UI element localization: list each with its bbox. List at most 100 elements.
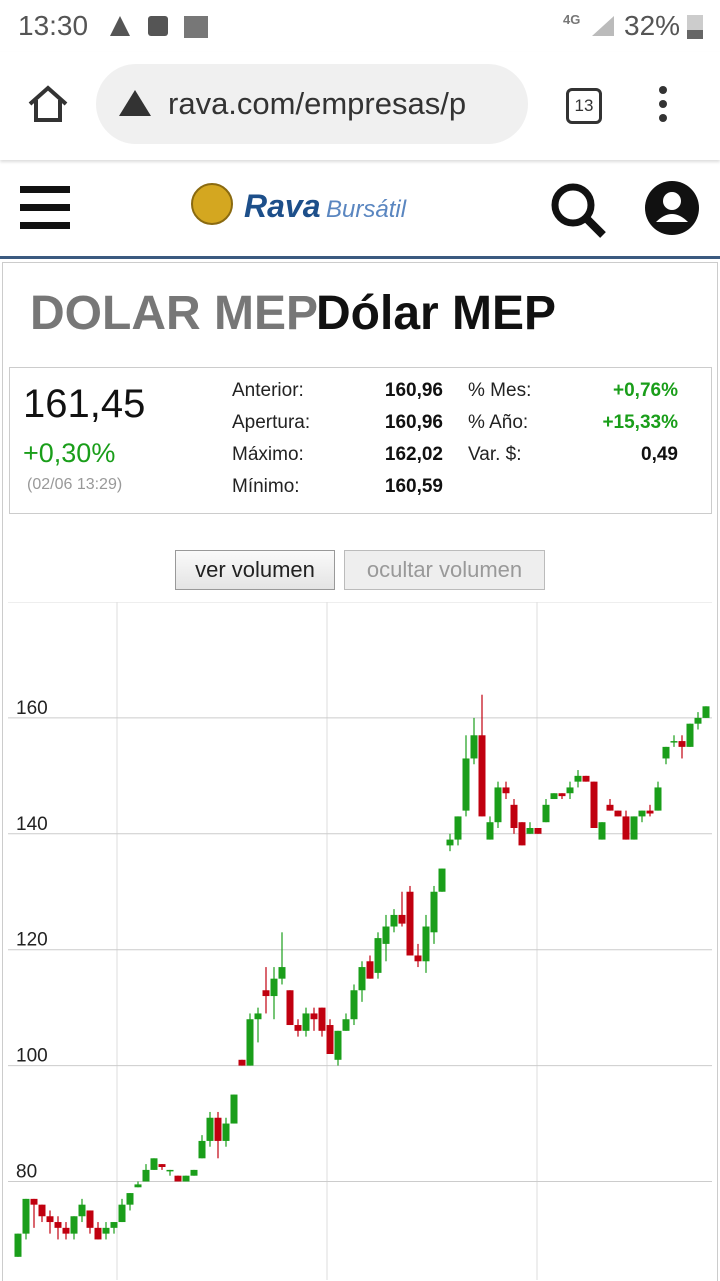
stat-label: % Mes: <box>468 380 532 401</box>
stat-label: Máximo: <box>232 444 304 465</box>
show-volume-button[interactable]: ver volumen <box>175 550 335 590</box>
candle-body <box>278 967 286 979</box>
candle-body <box>230 1094 238 1124</box>
candle-body <box>390 914 398 927</box>
candle-body <box>158 1164 166 1167</box>
candle-body <box>294 1025 302 1031</box>
menu-button[interactable] <box>656 86 670 126</box>
candle-body <box>22 1198 30 1234</box>
content <box>2 262 718 1281</box>
candle-body <box>510 804 518 828</box>
stat-value: 160,96 <box>384 380 443 401</box>
candle-body <box>606 804 614 811</box>
hamburger[interactable] <box>20 186 70 230</box>
candle-body <box>318 1007 326 1031</box>
candle-body <box>214 1117 222 1141</box>
timestamp: (02/06 13:29) <box>27 476 123 493</box>
candle-body <box>142 1169 150 1182</box>
candle-body <box>430 891 438 933</box>
symbol: DOLAR MEP <box>30 287 318 340</box>
candle-body <box>486 822 494 840</box>
candle-body <box>694 717 702 724</box>
candle-body <box>14 1233 22 1257</box>
candle-body <box>302 1013 310 1031</box>
candle-body <box>550 793 558 800</box>
signal <box>592 16 614 36</box>
network: 4G <box>563 12 581 27</box>
y-tick-label: 140 <box>16 814 48 835</box>
candle-body <box>206 1117 214 1141</box>
candle-body <box>334 1030 342 1060</box>
logo-coin <box>191 183 233 225</box>
candle-body <box>398 914 406 924</box>
candle-body <box>422 926 430 962</box>
stat-label: Mínimo: <box>232 476 300 497</box>
candle-body <box>662 746 670 759</box>
candle-body <box>614 810 622 817</box>
battery-icon <box>687 15 703 39</box>
candle-body <box>190 1169 198 1176</box>
battery: 32% <box>624 10 681 41</box>
candle-body <box>494 787 502 823</box>
candle-body <box>678 741 686 747</box>
stat-value: 162,02 <box>384 444 443 465</box>
status-icons <box>110 16 208 38</box>
account-button[interactable] <box>644 180 700 236</box>
candle-body <box>350 990 358 1020</box>
candle-body <box>358 967 366 991</box>
candle-body <box>454 816 462 840</box>
candle-body <box>622 816 630 840</box>
candle-body <box>446 839 454 846</box>
tabs-button[interactable]: 13 <box>566 88 602 124</box>
candle-body <box>174 1175 182 1182</box>
candle-body <box>526 828 534 834</box>
candle-body <box>254 1013 262 1020</box>
candle-body <box>654 787 662 811</box>
candle-body <box>46 1216 54 1223</box>
candle-body <box>638 810 646 817</box>
logo-sub: Bursátil <box>326 196 407 223</box>
candle-body <box>102 1227 110 1234</box>
stat-value: 0,49 <box>641 444 678 465</box>
candle-body <box>246 1019 254 1066</box>
candle-body <box>502 787 510 794</box>
candle-body <box>558 793 566 797</box>
candle-body <box>86 1210 94 1228</box>
candle-body <box>646 810 654 814</box>
candle-body <box>270 978 278 997</box>
candle-body <box>182 1175 190 1182</box>
candle-body <box>326 1025 334 1054</box>
candle-body <box>590 781 598 828</box>
home-button[interactable] <box>26 84 70 124</box>
time: 13:30 <box>18 10 89 41</box>
candle-body <box>238 1059 246 1066</box>
candle-body <box>582 775 590 782</box>
candle-body <box>406 891 414 956</box>
hide-volume-button[interactable]: ocultar volumen <box>344 550 545 590</box>
candle-body <box>110 1222 118 1228</box>
candle-body <box>686 723 694 747</box>
change: +0,30% <box>23 438 116 468</box>
candle-body <box>702 706 710 718</box>
candle-body <box>534 828 542 834</box>
price: 161,45 <box>23 382 146 426</box>
y-tick-label: 80 <box>16 1161 37 1182</box>
candle-body <box>30 1198 38 1205</box>
candle-body <box>542 804 550 823</box>
candle-body <box>438 868 446 892</box>
candle-body <box>374 938 382 973</box>
stat-value: +15,33% <box>602 412 678 433</box>
y-tick-label: 120 <box>16 930 48 951</box>
candle-body <box>630 816 638 840</box>
warning-icon <box>119 90 151 116</box>
candle-body <box>470 735 478 759</box>
candle-body <box>342 1019 350 1031</box>
chart: 80 100 120 140 160 <box>8 602 712 1280</box>
url-field[interactable]: rava.com/empresas/p <box>96 64 528 144</box>
candle-body <box>598 822 606 840</box>
quote-box: 161,45 +0,30% (02/06 13:29) Anterior: 160… <box>9 367 712 514</box>
search-button[interactable] <box>548 180 608 240</box>
logo-main: Rava <box>244 188 321 224</box>
status-bar: 13:30 4G 32% <box>0 0 720 52</box>
